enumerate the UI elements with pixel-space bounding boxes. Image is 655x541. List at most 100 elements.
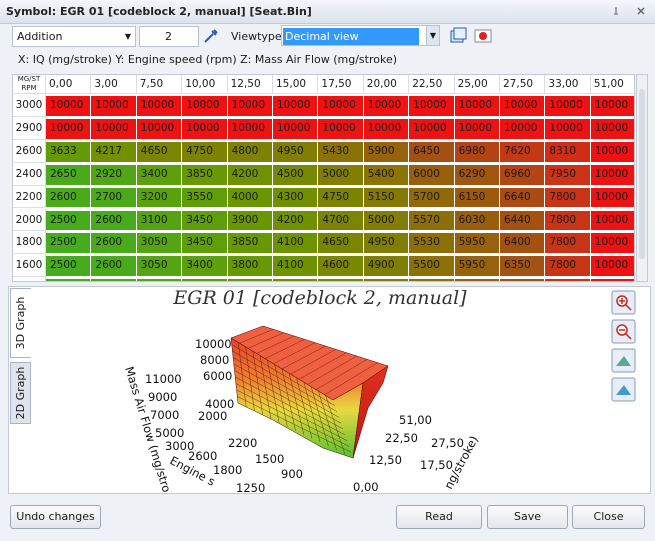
save-button[interactable]: Save: [487, 505, 568, 529]
table-cell: 7800: [545, 185, 591, 209]
tab-3d[interactable]: 3D Graph: [10, 288, 31, 358]
toolbar-icons[interactable]: [449, 27, 495, 45]
table-cell: 3450: [182, 231, 228, 255]
surface-mesh: [231, 329, 378, 455]
table-cell: 5430: [318, 139, 364, 163]
table-cell: 10000: [590, 231, 634, 255]
y-tick-label: 1500: [255, 452, 284, 466]
graph-3d: EGR 01 [codeblock 2, manual] Mass Air Fl…: [122, 288, 481, 492]
mesh-line: [235, 383, 348, 441]
table-cell: 10000: [273, 94, 319, 117]
table-cell: 2600: [91, 254, 137, 278]
table-cell: 7850: [545, 277, 591, 281]
corner: MG/ST RPM: [13, 75, 46, 94]
table-cell: 7800: [545, 254, 591, 278]
table-cell: 3900: [227, 208, 273, 232]
table-cell: 10000: [227, 94, 273, 117]
data-table: MG/ST RPM 0,00 3,00 7,50 10,00 12,50 15,00 17,50…: [12, 74, 635, 282]
row-header: 3000: [13, 94, 46, 117]
mesh-line: [233, 357, 340, 418]
table-cell: 10000: [363, 94, 410, 117]
graph-tools[interactable]: [611, 290, 637, 402]
close-button[interactable]: Close: [572, 505, 645, 529]
mesh-line: [264, 339, 305, 359]
column-header: 20,00: [363, 75, 410, 94]
tab-2d[interactable]: 2D Graph: [10, 362, 31, 424]
table-cell: 6290: [454, 162, 500, 186]
table-cell: 10000: [409, 116, 455, 140]
y-tick-label: 1800: [213, 463, 242, 477]
scrollbar[interactable]: [636, 74, 648, 282]
viewtype-label: Viewtype: [231, 30, 282, 43]
table-cell: 3350: [182, 277, 228, 281]
table-cell: 6400: [500, 231, 546, 255]
y-tick-label: 2600: [188, 449, 217, 463]
table-cell: 6450: [409, 139, 455, 163]
table-cell: 10000: [454, 94, 500, 117]
table-cell: 10000: [454, 116, 500, 140]
viewtype-combo[interactable]: Decimal view ▼: [281, 25, 440, 46]
table-cell: 4900: [363, 254, 410, 278]
table-cell: 10000: [91, 94, 137, 117]
table-cell: 6030: [454, 208, 500, 232]
column-header: 10,00: [182, 75, 228, 94]
column-header: 33,00: [545, 75, 591, 94]
table-cell: 10000: [46, 94, 92, 117]
z-tick-label: 9000: [148, 390, 177, 404]
table-cell: 2600: [91, 208, 137, 232]
table-cell: 3050: [136, 231, 183, 255]
y-tick-label: 900: [281, 467, 303, 481]
corner-label: RPM: [21, 84, 37, 92]
tab-label: 2D Graph: [14, 366, 27, 420]
mesh-line: [307, 355, 357, 385]
tab-label: 3D Graph: [14, 296, 27, 350]
apply-icon[interactable]: [203, 28, 219, 44]
mesh-line: [281, 345, 326, 370]
table-cell: 5700: [409, 185, 455, 209]
z-tick-label: 6000: [203, 369, 232, 383]
table-cell: 4300: [273, 185, 319, 209]
table-cell: 4750: [318, 185, 364, 209]
row-header: 1800: [13, 231, 46, 255]
read-button[interactable]: Read: [396, 505, 482, 529]
surface-wall: [352, 365, 389, 459]
x-tick-label: 12,50: [369, 453, 402, 467]
operand-input[interactable]: 2: [139, 26, 199, 47]
z-tick-label: 4000: [205, 397, 234, 411]
table-cell: 4600: [318, 254, 364, 278]
x-tick-label: 27,50: [431, 436, 464, 450]
table-cell: 3100: [136, 208, 183, 232]
mesh-line: [233, 363, 342, 424]
table-cell: 4200: [227, 162, 273, 186]
undo-button[interactable]: Undo changes: [10, 505, 101, 529]
table-cell: 10000: [318, 116, 364, 140]
mesh-line: [234, 370, 344, 430]
table-cell: 10000: [182, 94, 228, 117]
table-cell: 4750: [182, 139, 228, 163]
table-cell: 5390: [409, 277, 455, 281]
z-tick-label: 3000: [165, 439, 194, 453]
table-cell: 10000: [590, 208, 634, 232]
operation-combo[interactable]: Addition ▼: [12, 26, 136, 47]
row-header: 2200: [13, 185, 46, 209]
table-cell: 5000: [318, 162, 364, 186]
z-tick-label: 8000: [200, 353, 229, 367]
table-cell: 4950: [273, 139, 319, 163]
table-cell: 5500: [409, 254, 455, 278]
viewtype: Decimal view: [283, 28, 419, 45]
mesh-line: [290, 349, 337, 375]
table-cell: 10000: [46, 116, 92, 140]
y-tick-label: 2200: [228, 436, 257, 450]
table-cell: 8310: [545, 139, 591, 163]
axes-info: X: IQ (mg/stroke) Y: Engine speed (rpm) …: [18, 53, 398, 66]
mesh-line: [256, 335, 295, 354]
table-cell: 10000: [590, 94, 634, 117]
table-cell: 3633: [46, 139, 92, 163]
table-cell: 10000: [590, 139, 634, 163]
table-cell: 2500: [46, 208, 92, 232]
column-header: 25,00: [454, 75, 500, 94]
table-cell: 3800: [227, 277, 273, 281]
mesh-line: [236, 389, 350, 447]
window-controls[interactable]: [612, 6, 652, 18]
table-cell: 10000: [363, 116, 410, 140]
